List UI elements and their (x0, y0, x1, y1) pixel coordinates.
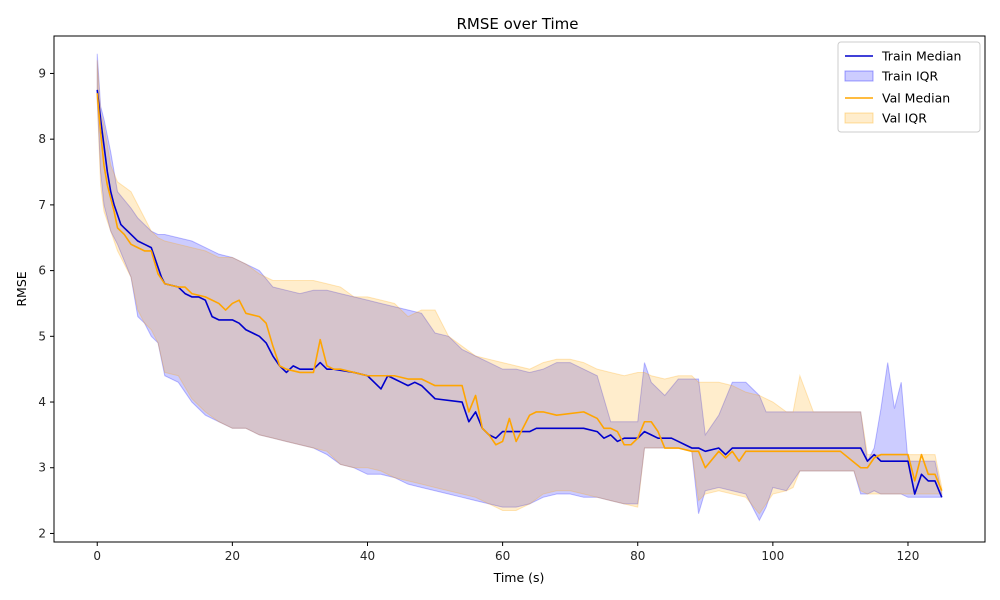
x-tick-label: 20 (225, 549, 240, 563)
x-tick-label: 100 (761, 549, 784, 563)
y-tick-label: 6 (38, 264, 46, 278)
legend-swatch-train-iqr (844, 70, 874, 82)
x-tick-label: 0 (93, 549, 101, 563)
y-tick-label: 4 (38, 395, 46, 409)
x-axis-label: Time (s) (493, 570, 545, 585)
y-axis-label: RMSE (14, 271, 29, 306)
val-median-line (96, 93, 943, 492)
y-tick-label: 2 (38, 526, 46, 540)
legend-swatch-val-iqr (844, 112, 874, 124)
legend-label-train-median: Train Median (881, 49, 961, 64)
x-tick-label: 40 (360, 549, 375, 563)
x-tick-label: 60 (495, 549, 510, 563)
y-tick-label: 7 (38, 198, 46, 212)
legend-box (837, 41, 981, 133)
axes-frame (53, 35, 986, 543)
legend: Train Median Train IQR Val Median Val IQ… (837, 41, 981, 133)
legend-label-val-median: Val Median (882, 91, 950, 106)
plot-area (96, 53, 943, 522)
x-tick-label: 80 (630, 549, 645, 563)
y-axis: 2 3 4 5 6 7 8 9 (38, 66, 54, 540)
y-tick-label: 3 (38, 461, 46, 475)
y-tick-label: 8 (38, 132, 46, 146)
legend-label-train-iqr: Train IQR (881, 69, 938, 84)
x-axis: 0 20 40 60 80 100 120 (93, 542, 919, 563)
y-tick-label: 5 (38, 329, 46, 343)
val-iqr-band (96, 60, 943, 515)
chart-title: RMSE over Time (456, 15, 578, 33)
train-median-line (96, 89, 943, 498)
legend-label-val-iqr: Val IQR (882, 111, 927, 126)
x-tick-label: 120 (897, 549, 920, 563)
y-tick-label: 9 (38, 66, 46, 80)
